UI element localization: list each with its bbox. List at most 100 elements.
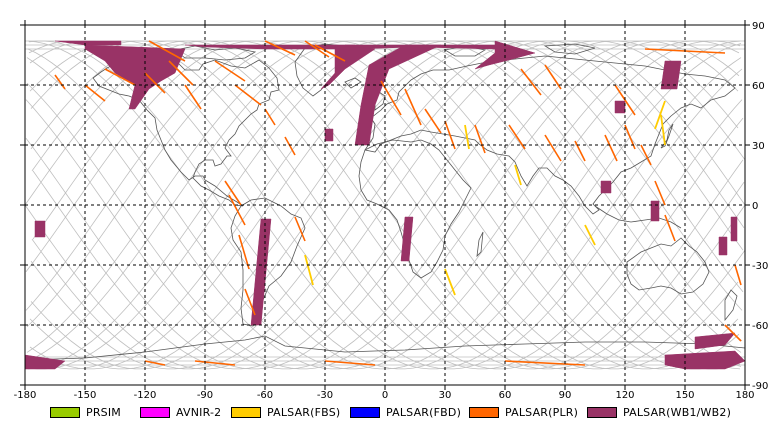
lat-tick-label: 90 <box>752 21 765 32</box>
plr-swath <box>544 64 562 90</box>
fbs-coverage <box>304 100 666 296</box>
legend-swatch-palsar-plr <box>469 406 499 418</box>
orbit-track <box>26 40 740 370</box>
fbs-swath <box>514 164 522 186</box>
plr-swath <box>574 140 586 162</box>
plr-swath <box>664 214 676 242</box>
wb-swath <box>400 216 414 262</box>
orbit-track <box>27 40 741 370</box>
legend-swatch-palsar-wb <box>587 406 617 418</box>
plr-swath <box>144 72 166 94</box>
plr-swath <box>544 134 562 162</box>
plr-swath <box>474 124 486 154</box>
coast-indonesia <box>594 205 682 229</box>
fbs-swath <box>464 124 470 150</box>
plr-coverage <box>54 40 742 366</box>
lon-tick-label: 0 <box>382 390 388 400</box>
plr-swath <box>148 40 186 62</box>
plr-swath <box>654 180 666 206</box>
legend-item-palsar-fbd: PALSAR(FBD) <box>350 401 461 423</box>
lon-tick-label: -150 <box>74 390 97 400</box>
fbs-swath <box>304 254 314 286</box>
legend-label-prsim: PRSIM <box>86 405 121 419</box>
plr-swath <box>304 40 330 58</box>
lon-tick-label: -120 <box>134 390 157 400</box>
orbit-track <box>27 40 741 370</box>
orbit-track <box>26 40 740 370</box>
legend-swatch-prsim <box>50 406 80 418</box>
wb-coverage <box>24 40 746 370</box>
legend-item-avnir2: AVNIR-2 <box>140 401 221 423</box>
coast-north-america <box>92 59 280 207</box>
orbit-track <box>32 40 746 370</box>
orbit-track <box>31 40 745 370</box>
plr-swath <box>54 74 66 90</box>
lon-tick-label: 150 <box>675 390 694 400</box>
orbit-track <box>25 40 739 370</box>
wb-swath <box>324 128 334 142</box>
legend-label-palsar-fbs: PALSAR(FBS) <box>267 405 341 419</box>
orbit-track <box>29 40 743 370</box>
wb-swath <box>600 180 612 194</box>
wb-swath <box>730 216 738 242</box>
orbit-track <box>29 40 743 370</box>
plr-swath <box>224 180 242 206</box>
legend: PRSIM AVNIR-2 PALSAR(FBS) PALSAR(FBD) PA… <box>0 401 770 423</box>
coast-japan <box>660 123 674 149</box>
legend-label-avnir2: AVNIR-2 <box>176 405 222 419</box>
wb-swath <box>650 200 660 222</box>
plr-swath <box>380 80 402 116</box>
plr-swath <box>424 108 442 134</box>
fbs-swath <box>444 268 456 296</box>
coverage-map: -180 -150 -120 -90 -60 -30 0 30 60 90 120 150 180 90 6… <box>14 20 769 400</box>
orbit-track <box>32 40 746 370</box>
lon-tick-label: 30 <box>439 390 452 400</box>
plr-swath <box>228 194 246 226</box>
lat-tick-label: 30 <box>752 141 765 152</box>
legend-label-palsar-fbd: PALSAR(FBD) <box>386 405 462 419</box>
plr-swath <box>144 360 166 366</box>
wb-swath <box>660 60 682 90</box>
plr-swath <box>404 88 422 126</box>
plr-swath <box>84 84 106 102</box>
lat-tick-label: 0 <box>752 201 758 212</box>
plr-swath <box>214 60 246 82</box>
wb-swath <box>320 44 376 90</box>
tick-labels: -180 -150 -120 -90 -60 -30 0 30 60 90 120 150 180 90 6… <box>14 21 769 400</box>
plr-swath <box>724 324 742 342</box>
lon-tick-label: 120 <box>615 390 634 400</box>
coast-antarctica <box>24 335 746 361</box>
legend-label-palsar-plr: PALSAR(PLR) <box>505 405 579 419</box>
plr-swath <box>244 288 256 316</box>
legend-item-palsar-fbs: PALSAR(FBS) <box>231 401 340 423</box>
plr-swath <box>284 136 296 156</box>
graticule <box>25 25 745 385</box>
lon-tick-label: 180 <box>735 390 754 400</box>
coast-new-zealand <box>724 289 738 322</box>
legend-item-palsar-wb: PALSAR(WB1/WB2) <box>587 401 731 423</box>
plr-swath <box>264 108 276 126</box>
lon-tick-label: 60 <box>499 390 512 400</box>
lon-tick-label: -60 <box>257 390 273 400</box>
lon-tick-label: -30 <box>317 390 333 400</box>
coast-africa <box>358 139 472 279</box>
lon-tick-label: -180 <box>14 390 37 400</box>
legend-swatch-palsar-fbd <box>350 406 380 418</box>
wb-swath <box>614 100 626 114</box>
fbs-swath <box>654 100 666 130</box>
plr-swath <box>238 234 250 270</box>
lon-tick-label: -90 <box>197 390 213 400</box>
wb-swath <box>694 332 736 350</box>
legend-item-prsim: PRSIM <box>50 401 121 423</box>
lat-tick-label: -90 <box>752 381 768 392</box>
plr-swath <box>194 360 236 366</box>
wb-swath <box>718 236 728 256</box>
plr-swath <box>168 60 194 86</box>
plr-swath <box>640 144 652 166</box>
legend-label-palsar-wb: PALSAR(WB1/WB2) <box>623 405 732 419</box>
plr-swath <box>184 84 202 110</box>
legend-item-palsar-plr: PALSAR(PLR) <box>469 401 578 423</box>
plr-swath <box>294 216 306 242</box>
plr-swath <box>504 360 586 366</box>
fbs-swath <box>584 224 596 246</box>
